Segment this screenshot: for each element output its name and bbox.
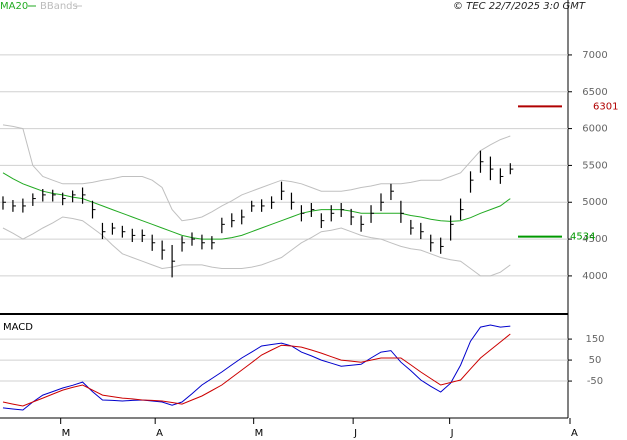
y-tick-label: 6000 <box>582 124 607 135</box>
y-tick-label: 50 <box>589 355 602 366</box>
level-label: 6301 <box>593 101 618 112</box>
legend-entry: BBands <box>40 1 78 12</box>
x-tick-label: J <box>353 428 357 439</box>
y-tick-label: 5000 <box>582 197 607 208</box>
x-tick-label: J <box>450 428 454 439</box>
y-tick-label: 6500 <box>582 87 607 98</box>
panel-title: MACD <box>3 322 33 333</box>
x-tick-label: M <box>255 428 264 439</box>
macd-line <box>2 333 511 407</box>
x-tick-label: A <box>571 428 578 439</box>
y-tick-label: -50 <box>587 376 603 387</box>
macd-line <box>2 324 511 411</box>
x-tick-label: M <box>62 428 71 439</box>
y-tick-label: 7000 <box>582 50 607 61</box>
x-tick-label: A <box>156 428 163 439</box>
bollinger-lower <box>2 216 511 277</box>
y-tick-label: 150 <box>585 334 604 345</box>
y-tick-label: 4000 <box>582 271 607 282</box>
y-tick-label: 5500 <box>582 160 607 171</box>
bollinger-upper <box>2 124 511 222</box>
legend-entry: MA20 <box>0 1 28 12</box>
y-tick-label: 4500 <box>582 234 607 245</box>
moving-average <box>2 172 511 240</box>
chart-title: © TEC 22/7/2025 3:0 GMT <box>453 1 586 12</box>
level-label: 4534 <box>570 232 595 243</box>
